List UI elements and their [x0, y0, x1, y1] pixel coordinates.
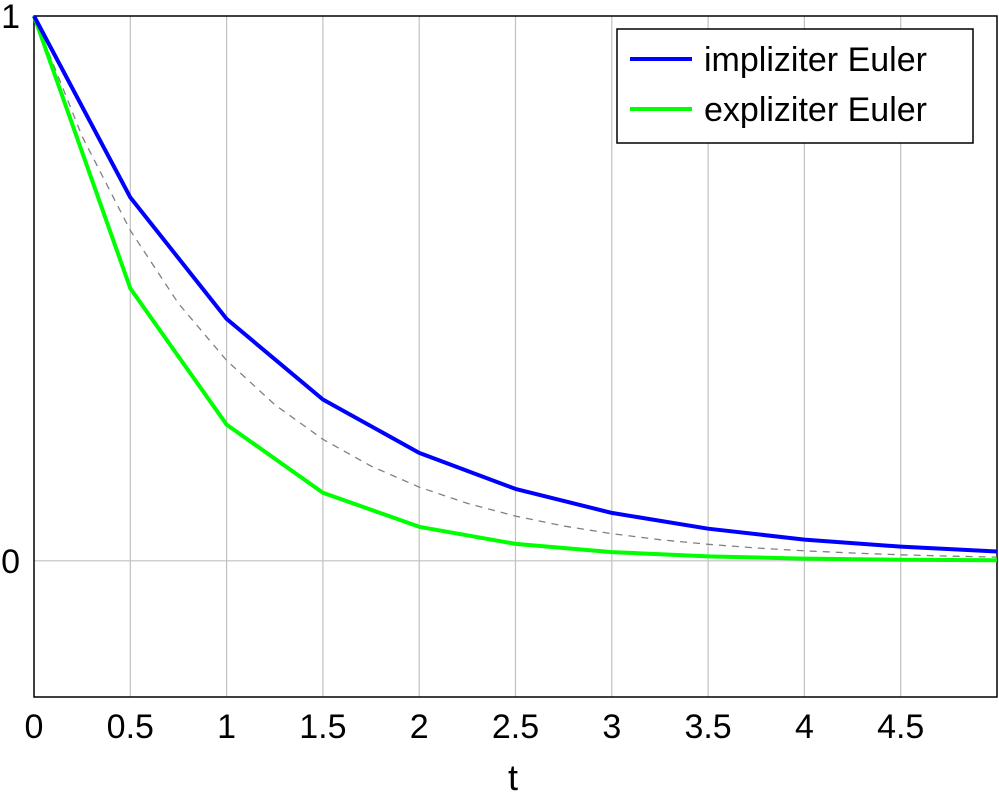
x-tick-label: 4.5 — [877, 708, 924, 746]
x-tick-label: 3.5 — [684, 708, 731, 746]
x-tick-label: 2 — [410, 708, 429, 746]
x-tick-label: 1 — [217, 708, 236, 746]
legend: impliziter Euler expliziter Euler — [616, 28, 974, 144]
series-group — [32, 15, 998, 563]
x-tick-label: 1.5 — [299, 708, 346, 746]
series-line-dashed — [33, 15, 998, 558]
x-tick-label: 0 — [25, 708, 44, 746]
x-tick-label: 4 — [795, 708, 814, 746]
series-line-impliziter-euler — [32, 15, 998, 554]
y-tick-label: 1 — [1, 0, 20, 36]
legend-label: impliziter Euler — [704, 41, 927, 79]
y-tick-label: 0 — [1, 543, 20, 581]
x-tick-label: 3 — [602, 708, 621, 746]
plot-frame — [33, 15, 998, 698]
x-axis-label: t — [508, 757, 518, 793]
tick-labels: 0 0.5 1 1.5 2 2.5 3 3.5 4 4.5 0 1 — [1, 0, 924, 746]
legend-box — [616, 28, 974, 144]
legend-label: expliziter Euler — [704, 91, 927, 129]
series-line-expliziter-euler — [32, 15, 998, 563]
x-tick-label: 2.5 — [492, 708, 539, 746]
x-tick-label: 0.5 — [107, 708, 154, 746]
